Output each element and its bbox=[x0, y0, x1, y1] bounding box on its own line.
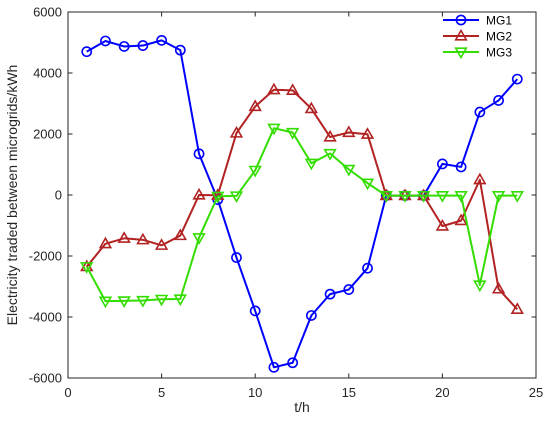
data-point-mg2-12 bbox=[285, 83, 300, 95]
data-point-mg2-16 bbox=[360, 127, 375, 139]
series-layer bbox=[80, 34, 524, 373]
data-point-mg1-24 bbox=[511, 73, 523, 85]
data-point-mg1-3 bbox=[118, 41, 130, 52]
data-point-mg2-10 bbox=[248, 99, 262, 112]
data-point-mg1-13 bbox=[305, 310, 317, 321]
data-point-mg3-13 bbox=[304, 158, 319, 171]
legend-label-mg1: MG1 bbox=[486, 14, 512, 28]
data-point-mg2-22 bbox=[473, 172, 487, 185]
data-point-mg1-4 bbox=[137, 40, 149, 51]
data-point-mg3-3 bbox=[117, 296, 131, 308]
x-tick-label: 0 bbox=[64, 385, 71, 400]
legend-label-mg3: MG3 bbox=[486, 46, 512, 60]
plot-area bbox=[68, 12, 536, 378]
data-point-mg1-16 bbox=[362, 262, 373, 274]
series-mg3 bbox=[80, 123, 524, 309]
data-point-mg2-11 bbox=[267, 82, 281, 95]
data-point-mg2-9 bbox=[229, 125, 244, 138]
data-point-mg1-22 bbox=[474, 106, 486, 118]
legend-entry-mg3: MG3 bbox=[443, 46, 512, 60]
y-tick-label: 6000 bbox=[33, 5, 62, 20]
data-point-mg3-12 bbox=[285, 127, 300, 140]
legend-marker-mg1 bbox=[455, 14, 467, 26]
data-point-mg2-6 bbox=[173, 228, 187, 241]
data-point-mg3-22 bbox=[473, 280, 487, 293]
x-tick-label: 15 bbox=[342, 385, 356, 400]
data-point-mg3-7 bbox=[192, 233, 206, 245]
legend-entry-mg2: MG2 bbox=[443, 28, 512, 44]
y-axis-label: Electricity traded between microgrids/kW… bbox=[4, 65, 20, 326]
data-point-mg3-16 bbox=[360, 178, 375, 191]
data-point-mg3-10 bbox=[248, 165, 262, 178]
data-point-mg3-9 bbox=[229, 191, 244, 204]
data-point-mg3-24 bbox=[510, 191, 524, 203]
data-point-mg3-20 bbox=[435, 191, 450, 203]
data-point-mg1-10 bbox=[249, 305, 261, 317]
y-tick-label: 4000 bbox=[33, 66, 62, 81]
legend-marker-mg2 bbox=[454, 28, 468, 41]
legend-entry-mg1: MG1 bbox=[443, 14, 512, 28]
y-tick-label: -4000 bbox=[29, 310, 62, 325]
data-point-mg3-2 bbox=[98, 296, 113, 309]
data-point-mg3-4 bbox=[136, 295, 150, 308]
data-point-mg3-15 bbox=[342, 164, 356, 177]
data-point-mg2-3 bbox=[117, 231, 131, 243]
x-tick-label: 10 bbox=[248, 385, 262, 400]
data-point-mg3-1 bbox=[80, 262, 94, 274]
data-point-mg3-23 bbox=[491, 191, 506, 203]
x-tick-label: 20 bbox=[435, 385, 449, 400]
data-point-mg1-11 bbox=[268, 361, 280, 373]
data-point-mg1-1 bbox=[81, 46, 93, 58]
data-point-mg1-20 bbox=[436, 158, 448, 170]
x-axis-label: t/h bbox=[294, 399, 310, 415]
data-point-mg1-14 bbox=[324, 288, 336, 300]
data-point-mg2-15 bbox=[342, 125, 356, 138]
data-point-mg2-4 bbox=[136, 232, 150, 245]
data-point-mg2-2 bbox=[98, 236, 113, 249]
data-point-mg2-1 bbox=[80, 259, 94, 272]
data-point-mg2-20 bbox=[435, 218, 450, 231]
data-point-mg2-24 bbox=[510, 302, 524, 314]
data-point-mg1-2 bbox=[100, 35, 111, 47]
data-point-mg1-5 bbox=[156, 34, 167, 46]
data-point-mg3-14 bbox=[323, 148, 337, 161]
data-point-mg2-23 bbox=[491, 281, 506, 294]
data-point-mg1-21 bbox=[455, 161, 467, 173]
series-mg2 bbox=[80, 82, 524, 314]
data-point-mg3-6 bbox=[173, 294, 187, 307]
data-point-mg2-8 bbox=[211, 188, 225, 200]
data-point-mg3-21 bbox=[454, 191, 468, 203]
series-line-mg1 bbox=[86, 39, 519, 369]
data-point-mg3-17 bbox=[379, 191, 393, 203]
data-point-mg3-8 bbox=[211, 191, 225, 204]
data-point-mg1-7 bbox=[193, 148, 205, 160]
data-point-mg2-21 bbox=[454, 213, 468, 226]
data-point-mg2-5 bbox=[154, 238, 169, 250]
data-point-mg1-15 bbox=[343, 284, 355, 295]
data-point-mg3-18 bbox=[398, 191, 412, 203]
x-tick-label: 25 bbox=[529, 385, 543, 400]
legend-marker-mg3 bbox=[454, 47, 468, 60]
data-point-mg2-14 bbox=[323, 129, 337, 142]
data-point-mg3-11 bbox=[267, 123, 281, 136]
data-point-mg1-12 bbox=[287, 357, 299, 369]
data-point-mg3-5 bbox=[154, 294, 169, 307]
legend: MG1 MG2 MG3 bbox=[443, 14, 512, 60]
axes-layer: 0 5 10 15 20 25 -6000 -4000 -2000 0 2000 4000 6000 bbox=[29, 5, 543, 401]
y-tick-label: 2000 bbox=[33, 127, 62, 142]
data-point-mg1-6 bbox=[174, 44, 186, 56]
y-tick-label: -6000 bbox=[29, 371, 62, 386]
data-point-mg2-13 bbox=[304, 101, 319, 114]
x-tick-label: 5 bbox=[158, 385, 165, 400]
y-tick-label: -2000 bbox=[29, 249, 62, 264]
y-tick-label: 0 bbox=[55, 188, 62, 203]
data-point-mg3-19 bbox=[417, 191, 431, 203]
data-point-mg1-9 bbox=[231, 252, 242, 263]
data-point-mg2-7 bbox=[192, 187, 206, 200]
data-point-mg1-23 bbox=[493, 95, 504, 106]
legend-label-mg2: MG2 bbox=[486, 30, 512, 44]
